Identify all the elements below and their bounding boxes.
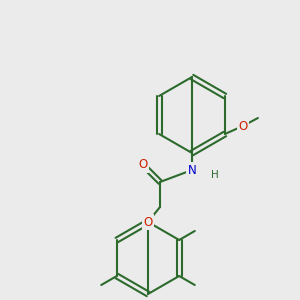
Text: N: N [188,164,196,176]
Text: O: O [143,215,153,229]
Text: O: O [138,158,148,172]
Text: O: O [238,119,248,133]
Text: H: H [211,170,219,180]
